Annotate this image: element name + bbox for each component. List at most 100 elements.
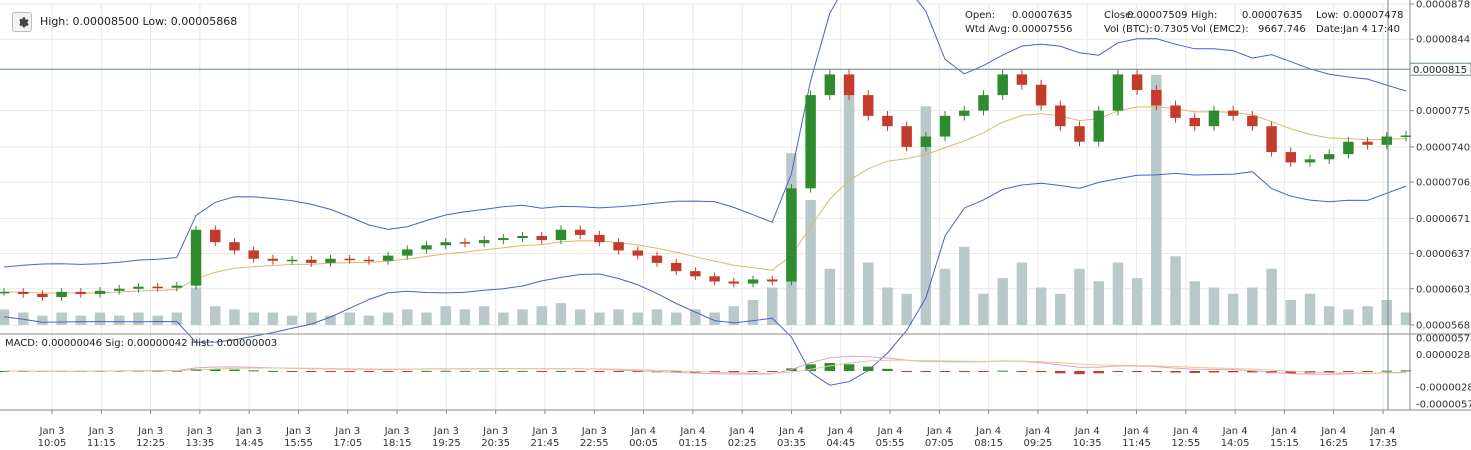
time-clock-label: 02:25: [728, 438, 757, 449]
volume-bar: [766, 287, 778, 325]
volume-bar: [133, 312, 144, 325]
time-date-label: Jan 3: [39, 426, 65, 437]
candle: [56, 291, 67, 298]
macd-histogram-bar: [863, 366, 874, 371]
macd-tick-label: 0.00000285: [1416, 350, 1471, 361]
volume-bar: [75, 315, 87, 325]
price-tick-label: 0.0000568: [1416, 321, 1470, 332]
time-date-label: Jan 4: [827, 426, 853, 437]
macd-histogram-bar: [171, 370, 183, 372]
candle: [709, 276, 720, 282]
candle: [824, 74, 836, 96]
vol-btc-label: Vol (BTC):: [1104, 24, 1153, 35]
time-clock-label: 21:45: [531, 438, 560, 449]
macd-histogram-bar: [1112, 371, 1124, 372]
candle: [1151, 89, 1162, 106]
settings-button[interactable]: [12, 12, 32, 32]
candle: [1381, 136, 1393, 145]
candle: [1400, 135, 1412, 138]
volume-bar: [1400, 312, 1412, 325]
macd-histogram-bar: [920, 371, 932, 372]
candle: [1208, 110, 1220, 127]
time-date-label: Jan 3: [137, 426, 163, 437]
time-date-label: Jan 4: [1123, 426, 1149, 437]
candle: [1035, 84, 1047, 106]
candle: [766, 279, 778, 282]
time-clock-label: 18:15: [383, 438, 412, 449]
time-clock-label: 16:25: [1319, 438, 1348, 449]
candle: [536, 235, 547, 241]
volume-bar: [1055, 293, 1066, 325]
price-tick-label: 0.0000637: [1416, 249, 1470, 260]
candle: [1304, 159, 1316, 163]
volume-bar: [1093, 281, 1104, 325]
candle: [728, 281, 740, 284]
candle: [133, 286, 144, 289]
grid-lines: [0, 3, 1410, 410]
volume-bar: [152, 315, 163, 325]
macd-histogram-bar: [402, 371, 413, 372]
candle: [651, 255, 663, 263]
price-tick-label: 0.0000878: [1416, 0, 1470, 11]
volume-bar: [882, 287, 893, 325]
candle: [1323, 154, 1335, 160]
macd-histogram-bar: [594, 371, 605, 372]
low-label: Low:: [1316, 10, 1339, 21]
candle: [1285, 152, 1297, 163]
candle: [574, 229, 586, 235]
signal-line: [4, 359, 1407, 374]
macd-histogram-bar: [805, 364, 816, 371]
macd-histogram-bar: [1131, 371, 1143, 372]
price-tick-label: 0.0000671: [1416, 214, 1470, 225]
macd-line: [3, 355, 1407, 375]
macd-tick-label: -0.0000057: [1416, 400, 1471, 411]
candle: [440, 242, 451, 246]
candle: [1074, 126, 1085, 142]
price-tick-label: 0.0000603: [1416, 284, 1470, 295]
macd-histogram-bar: [901, 371, 912, 372]
macd-histogram-bar: [459, 370, 471, 372]
macd-histogram-bar: [978, 371, 989, 372]
macd-panel: [0, 333, 1471, 411]
macd-histogram-bar: [421, 370, 432, 372]
macd-histogram-bar: [1343, 371, 1354, 372]
candle: [498, 238, 509, 241]
volume-bar: [613, 309, 624, 325]
candle: [267, 258, 279, 261]
macd-histogram-bar: [517, 370, 528, 372]
candle: [229, 242, 240, 251]
macd-histogram-bar: [267, 370, 279, 372]
time-date-label: Jan 4: [1074, 426, 1100, 437]
volume-bar: [1323, 306, 1335, 325]
volume-bar: [555, 303, 567, 325]
volume-bar: [1247, 287, 1258, 325]
time-clock-label: 20:35: [481, 438, 510, 449]
close-value: 0.00007509: [1127, 10, 1188, 21]
macd-histogram-bar: [1247, 371, 1258, 373]
price-tick-label: 0.0000706: [1416, 178, 1470, 189]
volume-bar: [632, 312, 644, 325]
macd-histogram-bar: [882, 368, 893, 371]
candle: [882, 115, 893, 127]
time-date-label: Jan 4: [630, 426, 656, 437]
time-clock-label: 12:25: [136, 438, 165, 449]
time-clock-label: 12:55: [1171, 438, 1200, 449]
time-date-label: Jan 4: [1271, 426, 1297, 437]
macd-histogram-bar: [1035, 371, 1047, 373]
volume-bar: [709, 312, 720, 325]
volume-bar: [1381, 300, 1393, 325]
time-date-label: Jan 4: [926, 426, 952, 437]
volume-bar: [920, 106, 932, 325]
time-clock-label: 17:35: [1369, 438, 1398, 449]
macd-histogram-bar: [306, 371, 317, 372]
volume-bar: [267, 312, 279, 325]
time-date-label: Jan 3: [581, 426, 607, 437]
time-clock-label: 10:05: [38, 438, 67, 449]
time-clock-label: 01:15: [678, 438, 707, 449]
macd-histogram-bar: [843, 364, 855, 371]
volume-bar: [997, 278, 1008, 325]
time-clock-label: 08:15: [974, 438, 1003, 449]
volume-bar: [1285, 300, 1297, 325]
